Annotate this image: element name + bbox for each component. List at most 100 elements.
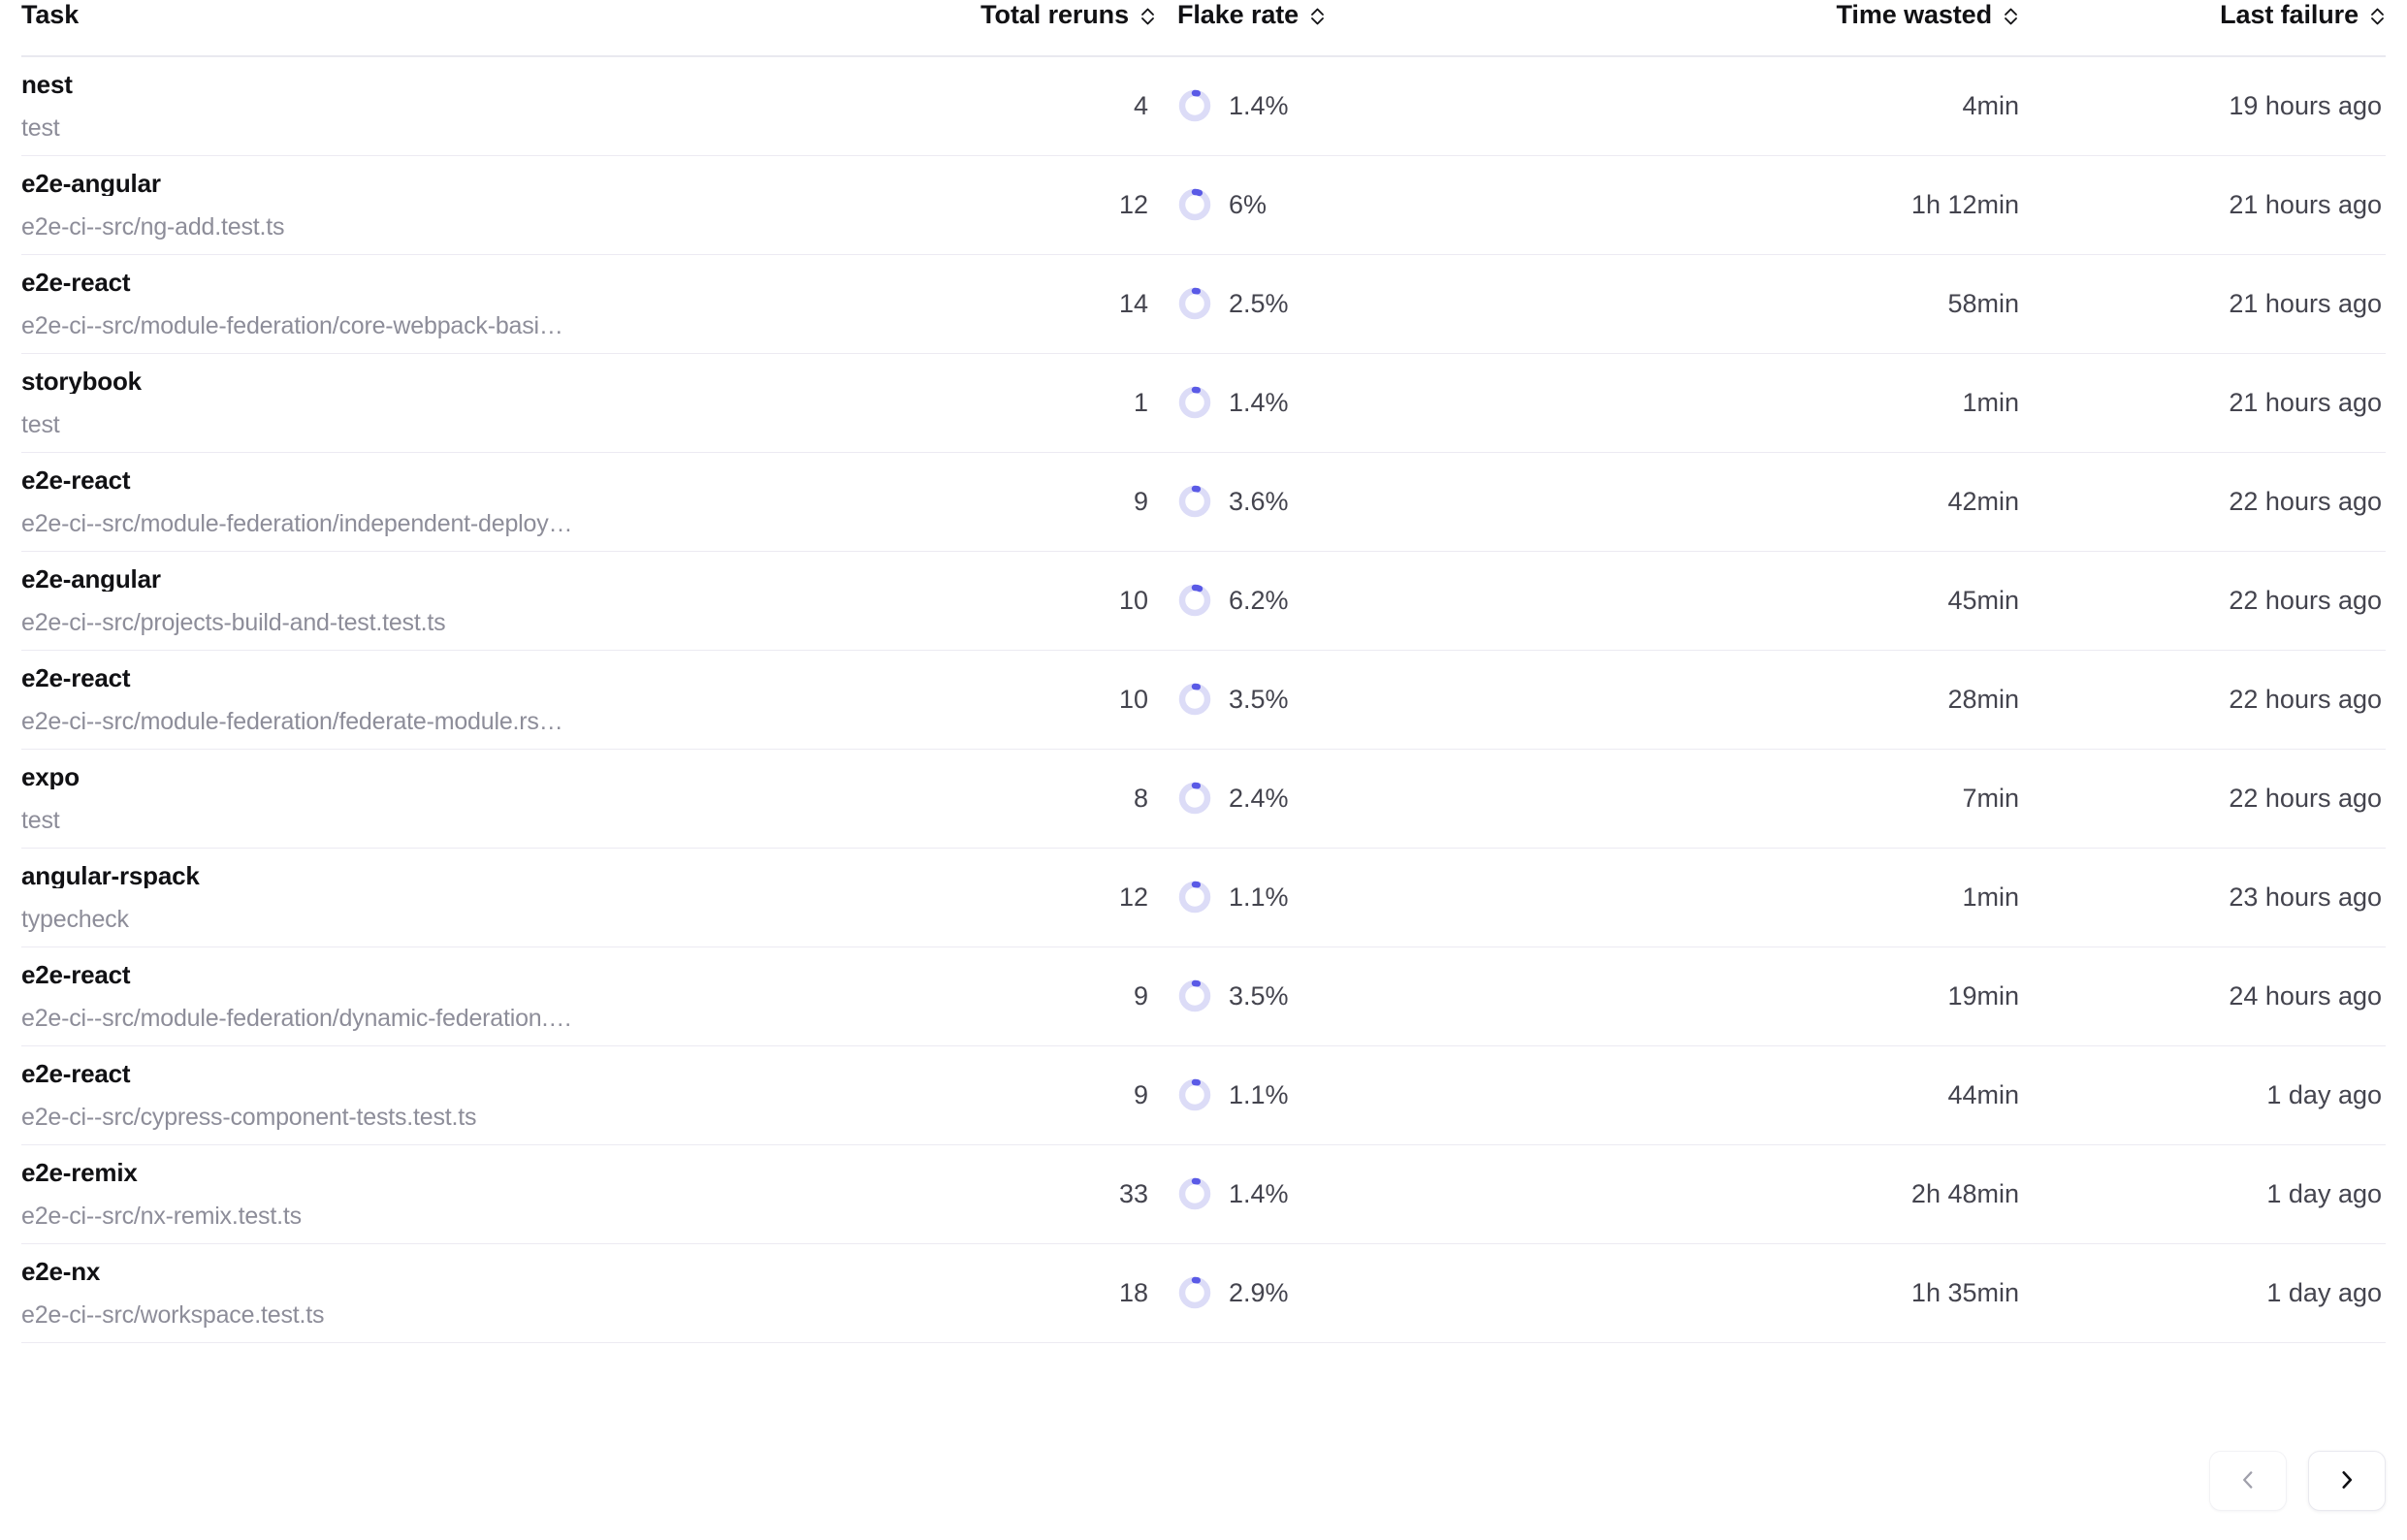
cell-task[interactable]: e2e-react e2e-ci--src/module-federation/f… <box>21 650 914 749</box>
table-row[interactable]: e2e-react e2e-ci--src/cypress-component-t… <box>21 1045 2386 1144</box>
flake-rate-value: 3.6% <box>1229 486 1289 516</box>
flake-rate-value: 2.4% <box>1229 783 1289 813</box>
cell-last-failure: 22 hours ago <box>2229 684 2382 714</box>
task-path: test <box>21 115 60 141</box>
column-label-total-reruns: Total reruns <box>980 0 1129 29</box>
table-row[interactable]: expo test 8 2.4% 7min 22 hours ago <box>21 749 2386 848</box>
task-name: e2e-angular <box>21 170 161 196</box>
table-row[interactable]: nest test 4 1.4% 4min 19 hours ago <box>21 56 2386 155</box>
cell-total-reruns: 9 <box>1133 980 1148 1011</box>
task-name: e2e-react <box>21 1060 131 1086</box>
sort-chevrons-icon[interactable] <box>2003 4 2019 29</box>
cell-task[interactable]: e2e-react e2e-ci--src/module-federation/c… <box>21 254 914 353</box>
column-label-time-wasted: Time wasted <box>1836 0 1993 29</box>
cell-time-wasted: 1min <box>1962 882 2019 912</box>
task-name: e2e-react <box>21 466 131 493</box>
task-name: angular-rspack <box>21 862 200 888</box>
cell-task[interactable]: e2e-angular e2e-ci--src/ng-add.test.ts <box>21 155 914 254</box>
cell-task[interactable]: nest test <box>21 56 914 155</box>
cell-last-failure: 22 hours ago <box>2229 783 2382 813</box>
cell-time-wasted: 7min <box>1962 783 2019 813</box>
cell-task[interactable]: e2e-remix e2e-ci--src/nx-remix.test.ts <box>21 1144 914 1243</box>
flake-rate-donut-icon <box>1177 1077 1212 1112</box>
cell-last-failure: 22 hours ago <box>2229 486 2382 516</box>
task-path: typecheck <box>21 907 129 932</box>
table-row[interactable]: e2e-react e2e-ci--src/module-federation/d… <box>21 946 2386 1045</box>
cell-flake-rate: 3.5% <box>1156 650 1476 749</box>
sort-chevrons-icon[interactable] <box>1139 4 1156 29</box>
cell-flake-rate: 6% <box>1156 155 1476 254</box>
flake-rate-donut-icon <box>1177 187 1212 222</box>
cell-task[interactable]: angular-rspack typecheck <box>21 848 914 946</box>
cell-total-reruns: 8 <box>1133 783 1148 813</box>
flake-rate-value: 2.9% <box>1229 1277 1289 1307</box>
chevron-left-icon <box>2235 1467 2261 1495</box>
cell-task[interactable]: expo test <box>21 749 914 848</box>
cell-flake-rate: 1.4% <box>1156 1144 1476 1243</box>
cell-flake-rate: 1.1% <box>1156 1045 1476 1144</box>
flake-rate-value: 6% <box>1229 189 1268 219</box>
cell-last-failure: 1 day ago <box>2266 1079 2382 1109</box>
cell-last-failure: 24 hours ago <box>2229 980 2382 1011</box>
cell-last-failure: 22 hours ago <box>2229 585 2382 615</box>
table-row[interactable]: e2e-angular e2e-ci--src/projects-build-an… <box>21 551 2386 650</box>
table-row[interactable]: e2e-react e2e-ci--src/module-federation/i… <box>21 452 2386 551</box>
flake-rate-value: 1.4% <box>1229 90 1289 120</box>
task-path: e2e-ci--src/cypress-component-tests.test… <box>21 1105 477 1130</box>
flake-rate-donut-icon <box>1177 1275 1212 1310</box>
task-name: e2e-angular <box>21 565 161 592</box>
table-body: nest test 4 1.4% 4min 19 hours ago e2e-angular… <box>21 56 2386 1342</box>
column-header-time-wasted[interactable]: Time wasted <box>1476 0 2019 56</box>
flake-rate-value: 3.5% <box>1229 684 1289 714</box>
table-row[interactable]: storybook test 1 1.4% 1min 21 hours ago <box>21 353 2386 452</box>
table-header: Task Total reruns <box>21 0 2386 56</box>
task-name: e2e-nx <box>21 1258 101 1284</box>
task-name: e2e-react <box>21 269 131 295</box>
task-path: e2e-ci--src/module-federation/independen… <box>21 511 573 536</box>
task-name: expo <box>21 763 80 789</box>
cell-task[interactable]: storybook test <box>21 353 914 452</box>
cell-task[interactable]: e2e-react e2e-ci--src/cypress-component-t… <box>21 1045 914 1144</box>
column-header-flake-rate[interactable]: Flake rate <box>1156 0 1476 56</box>
flake-rate-donut-icon <box>1177 286 1212 321</box>
flake-rate-donut-icon <box>1177 682 1212 717</box>
table-row[interactable]: e2e-nx e2e-ci--src/workspace.test.ts 18 2.9… <box>21 1243 2386 1342</box>
task-path: e2e-ci--src/module-federation/core-webpa… <box>21 313 563 338</box>
pagination-previous-button[interactable] <box>2209 1451 2287 1511</box>
cell-task[interactable]: e2e-react e2e-ci--src/module-federation/i… <box>21 452 914 551</box>
flaky-tasks-table: Task Total reruns <box>21 0 2386 1343</box>
cell-time-wasted: 1min <box>1962 387 2019 417</box>
flake-rate-donut-icon <box>1177 781 1212 816</box>
sort-chevrons-icon[interactable] <box>1309 4 1326 29</box>
task-name: e2e-remix <box>21 1159 138 1185</box>
cell-task[interactable]: e2e-angular e2e-ci--src/projects-build-an… <box>21 551 914 650</box>
table-row[interactable]: e2e-remix e2e-ci--src/nx-remix.test.ts 33 1… <box>21 1144 2386 1243</box>
cell-time-wasted: 1h 35min <box>1910 1277 2019 1307</box>
cell-time-wasted: 1h 12min <box>1910 189 2019 219</box>
cell-flake-rate: 3.5% <box>1156 946 1476 1045</box>
cell-flake-rate: 1.1% <box>1156 848 1476 946</box>
cell-last-failure: 23 hours ago <box>2229 882 2382 912</box>
cell-time-wasted: 2h 48min <box>1910 1178 2019 1208</box>
cell-time-wasted: 4min <box>1962 90 2019 120</box>
flake-rate-donut-icon <box>1177 1176 1212 1211</box>
table-row[interactable]: angular-rspack typecheck 12 1.1% 1min 23 hour… <box>21 848 2386 946</box>
pagination-next-button[interactable] <box>2308 1451 2386 1511</box>
table-row[interactable]: e2e-angular e2e-ci--src/ng-add.test.ts 12 6… <box>21 155 2386 254</box>
column-header-last-failure[interactable]: Last failure <box>2019 0 2386 56</box>
table-header-row: Task Total reruns <box>21 0 2386 56</box>
cell-task[interactable]: e2e-nx e2e-ci--src/workspace.test.ts <box>21 1243 914 1342</box>
cell-total-reruns: 9 <box>1133 486 1148 516</box>
column-header-task[interactable]: Task <box>21 0 914 56</box>
flake-rate-value: 3.5% <box>1229 980 1289 1011</box>
column-header-total-reruns[interactable]: Total reruns <box>914 0 1156 56</box>
task-path: test <box>21 808 60 833</box>
flake-rate-value: 6.2% <box>1229 585 1289 615</box>
cell-task[interactable]: e2e-react e2e-ci--src/module-federation/d… <box>21 946 914 1045</box>
table-row[interactable]: e2e-react e2e-ci--src/module-federation/c… <box>21 254 2386 353</box>
cell-total-reruns: 12 <box>1118 189 1148 219</box>
table-row[interactable]: e2e-react e2e-ci--src/module-federation/f… <box>21 650 2386 749</box>
sort-chevrons-icon[interactable] <box>2369 4 2386 29</box>
cell-total-reruns: 9 <box>1133 1079 1148 1109</box>
